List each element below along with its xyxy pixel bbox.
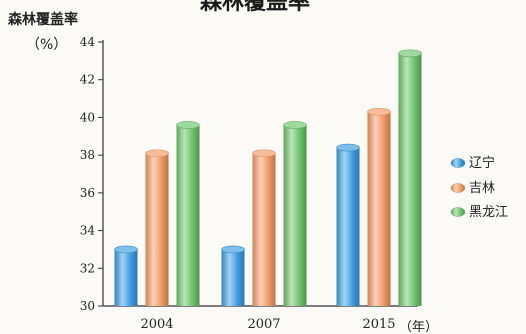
- y-tick-label: 42: [80, 73, 95, 87]
- x-tick-label: 2004: [140, 317, 173, 332]
- bar-2015-黑龙江: [398, 49, 422, 306]
- y-axis-unit: （%）: [26, 37, 67, 53]
- legend-item: 辽宁: [450, 155, 495, 171]
- legend-swatch: [450, 183, 466, 193]
- bar-2004-吉林: [145, 149, 169, 306]
- bar-2015-辽宁: [336, 143, 360, 306]
- x-tick-label: 2007: [247, 317, 280, 332]
- bar-2004-黑龙江: [176, 121, 200, 306]
- y-tick-label: 32: [80, 261, 95, 275]
- y-tick-label: 38: [80, 148, 95, 162]
- chart-title: 森林覆盖率: [200, 0, 310, 15]
- y-tick-label: 40: [80, 110, 95, 124]
- y-tick-label: 34: [80, 224, 96, 238]
- legend-item: 黑龙江: [450, 205, 508, 220]
- y-tick-label: 30: [80, 299, 95, 313]
- legend-label: 吉林: [469, 181, 495, 196]
- y-tick-label: 44: [80, 35, 96, 49]
- bar-2007-吉林: [252, 149, 276, 306]
- legend-label: 辽宁: [469, 155, 495, 171]
- x-axis-unit: （年）: [399, 320, 438, 334]
- bar-2007-黑龙江: [283, 121, 307, 306]
- x-tick-label: 2015: [362, 317, 395, 332]
- legend-item: 吉林: [450, 181, 495, 196]
- legend-swatch: [450, 207, 466, 217]
- legend-label: 黑龙江: [469, 205, 508, 220]
- bar-2007-辽宁: [221, 245, 245, 306]
- y-axis-label: 森林覆盖率: [8, 11, 78, 28]
- legend-swatch: [450, 158, 466, 168]
- bar-2004-辽宁: [114, 245, 138, 306]
- bar-2015-吉林: [367, 107, 391, 307]
- y-tick-label: 36: [80, 186, 95, 200]
